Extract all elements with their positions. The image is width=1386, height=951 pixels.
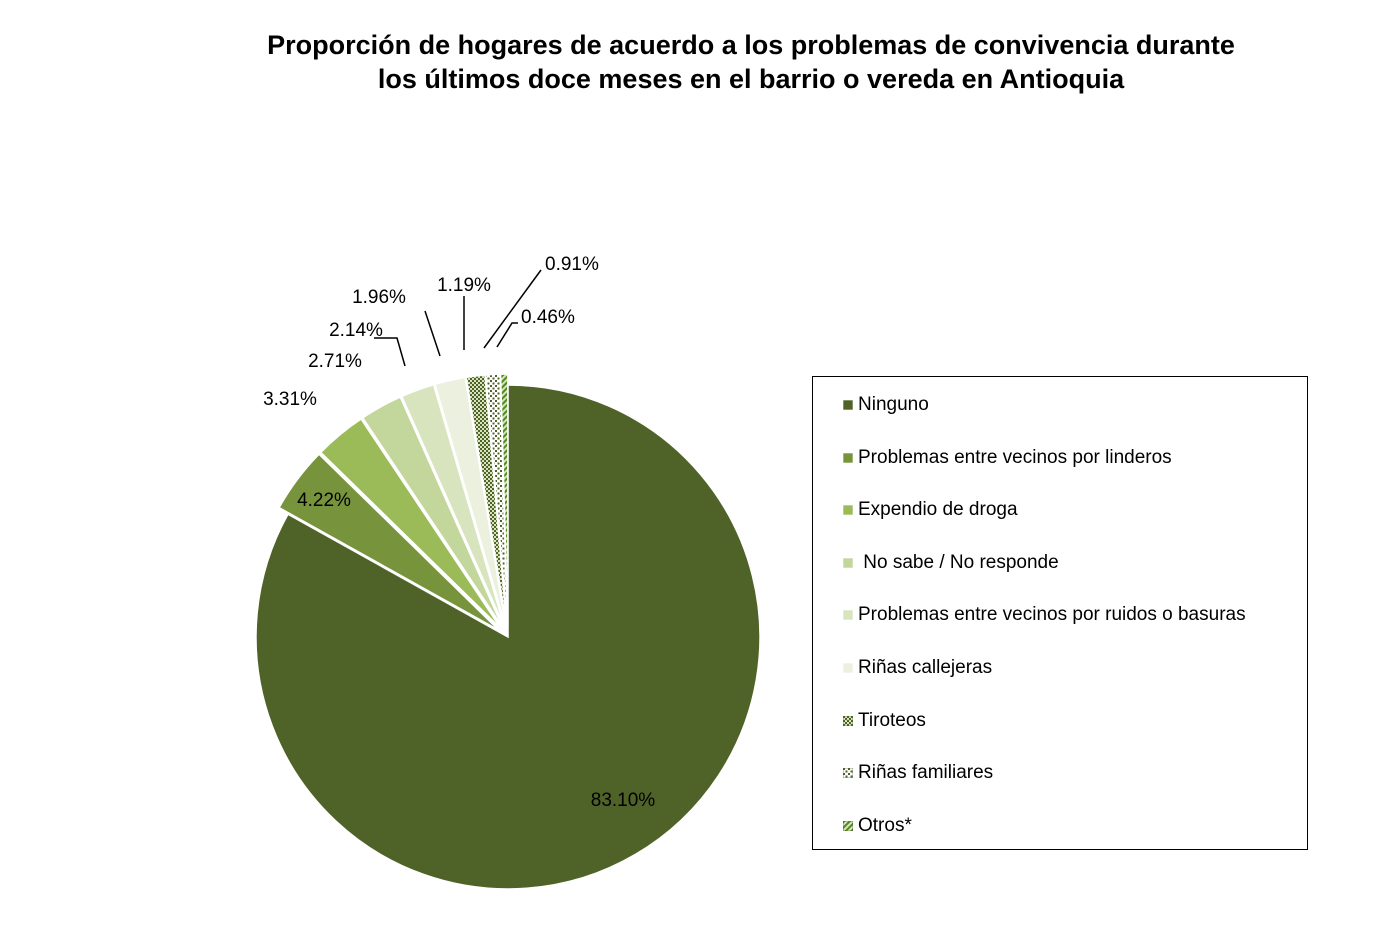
- slice-label-4: 2.71%: [308, 351, 362, 372]
- legend-item-1: Ninguno: [843, 394, 929, 416]
- legend-swatch-5: [843, 610, 853, 621]
- legend-item-4: No sabe / No responde: [843, 552, 1059, 574]
- slice-label-1: 83.10%: [591, 790, 656, 811]
- legend-label-1: Ninguno: [858, 394, 929, 415]
- legend-item-7: Tiroteos: [843, 710, 926, 732]
- legend-label-2: Problemas entre vecinos por linderos: [858, 446, 1172, 468]
- chart-title-line-1: Proporción de hogares de acuerdo a los p…: [267, 30, 1235, 60]
- legend-item-6: Riñas callejeras: [843, 657, 992, 679]
- legend-swatch-6: [843, 663, 853, 673]
- leader-line-8: [483, 269, 542, 349]
- legend-swatch-1: [843, 400, 853, 410]
- legend-item-5: Problemas entre vecinos por ruidos o bas…: [843, 604, 1246, 626]
- pie-slice-4: [361, 396, 504, 628]
- pie-slice-3: [319, 417, 502, 630]
- slice-labels: 83.10% 4.22% 3.31% 2.71% 2.14% 1.96% 1.19% 0.91…: [263, 254, 655, 811]
- slice-label-3: 3.31%: [263, 389, 317, 410]
- legend-swatch-2: [843, 452, 853, 463]
- slice-label-8: 0.91%: [545, 254, 599, 275]
- pie-slice-5: [400, 383, 505, 627]
- legend-swatch-9: [843, 820, 853, 831]
- legend-swatch-7: [843, 715, 853, 726]
- slice-label-5: 2.14%: [329, 320, 383, 341]
- pie-slice-6: [434, 376, 507, 627]
- legend-swatch-3: [843, 505, 853, 516]
- chart-title-line-2: los últimos doce meses en el barrio o ve…: [377, 64, 1125, 94]
- leader-lines: [374, 269, 542, 367]
- leader-line-5: [374, 337, 406, 367]
- legend-label-5: Problemas entre vecinos por ruidos o bas…: [858, 604, 1246, 626]
- pie-slice-2: [278, 453, 500, 632]
- legend-item-2: Problemas entre vecinos por linderos: [843, 447, 1172, 469]
- legend-label-6: Riñas callejeras: [858, 657, 993, 678]
- legend-item-9: Otros*: [843, 815, 912, 837]
- slice-label-2: 4.22%: [297, 490, 351, 511]
- legend-label-8: Riñas familiares: [858, 762, 994, 784]
- legend-item-3: Expendio de droga: [843, 499, 1018, 521]
- legend-label-4: No sabe / No responde: [858, 551, 1059, 573]
- legend: Ninguno Problemas entre vecinos por linde…: [812, 376, 1308, 850]
- slice-label-9: 0.46%: [521, 307, 575, 328]
- slice-label-7: 1.19%: [437, 275, 491, 296]
- legend-label-7: Tiroteos: [858, 709, 926, 731]
- leader-line-6: [424, 310, 441, 357]
- legend-label-9: Otros*: [858, 814, 912, 836]
- legend-swatch-4: [843, 557, 853, 568]
- slice-label-6: 1.96%: [352, 287, 406, 308]
- chart-title: Proporción de hogares de acuerdo a los p…: [180, 28, 1322, 96]
- leader-line-9: [496, 322, 518, 348]
- pie-slices: [255, 373, 761, 890]
- pie-slice-9: [499, 373, 509, 627]
- pie-slice-1: [255, 384, 761, 890]
- legend-swatch-8: [843, 768, 853, 779]
- legend-item-8: Riñas familiares: [843, 762, 993, 784]
- legend-label-3: Expendio de droga: [858, 499, 1018, 521]
